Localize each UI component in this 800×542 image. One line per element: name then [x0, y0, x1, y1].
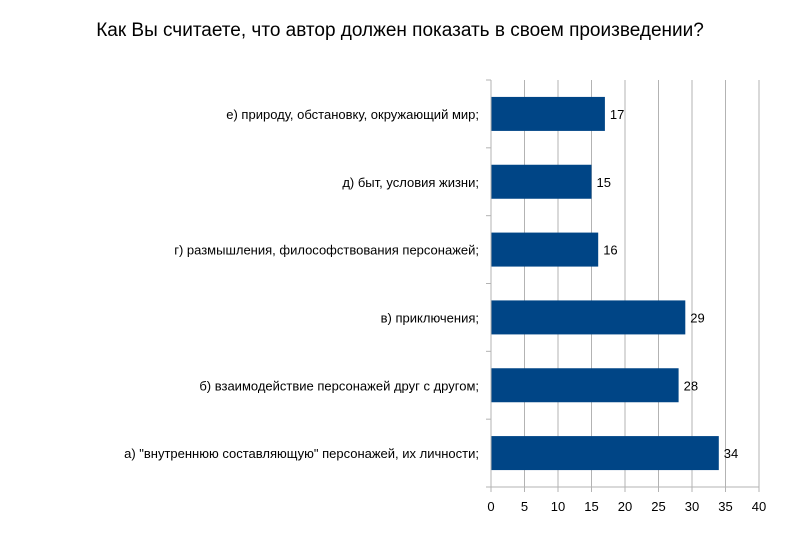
category-label: в) приключения; [381, 310, 479, 325]
label-layer: 0 5 10 15 20 25 30 35 40 е) природу, обстановку, … [124, 107, 766, 514]
data-label: 16 [603, 243, 617, 258]
x-tick-label: 30 [685, 499, 699, 514]
data-label: 28 [684, 378, 698, 393]
data-label: 29 [690, 310, 704, 325]
bar-layer [491, 96, 719, 471]
bar [491, 164, 592, 199]
x-tick-label: 5 [521, 499, 528, 514]
data-label: 15 [597, 175, 611, 190]
axis-layer [486, 79, 760, 492]
grid-layer [490, 80, 760, 487]
category-label: д) быт, условия жизни; [342, 175, 479, 190]
bar [491, 232, 599, 267]
x-tick-label: 0 [487, 499, 494, 514]
x-tick-label: 40 [752, 499, 766, 514]
category-label: б) взаимодействие персонажей друг с друг… [199, 378, 479, 393]
category-label: г) размышления, философствования персона… [174, 243, 479, 258]
x-tick-label: 20 [618, 499, 632, 514]
bar [491, 300, 686, 335]
category-label: е) природу, обстановку, окружающий мир; [226, 107, 479, 122]
x-tick-label: 15 [584, 499, 598, 514]
chart-title: Как Вы считаете, что автор должен показа… [96, 20, 704, 41]
bar [491, 96, 605, 131]
data-label: 34 [724, 446, 738, 461]
bar [491, 368, 679, 403]
x-tick-label: 25 [651, 499, 665, 514]
data-label: 17 [610, 107, 624, 122]
x-tick-label: 10 [551, 499, 565, 514]
category-label: а) "внутреннюю составляющую" персонажей,… [124, 446, 479, 461]
x-tick-label: 35 [718, 499, 732, 514]
bar [491, 436, 719, 471]
